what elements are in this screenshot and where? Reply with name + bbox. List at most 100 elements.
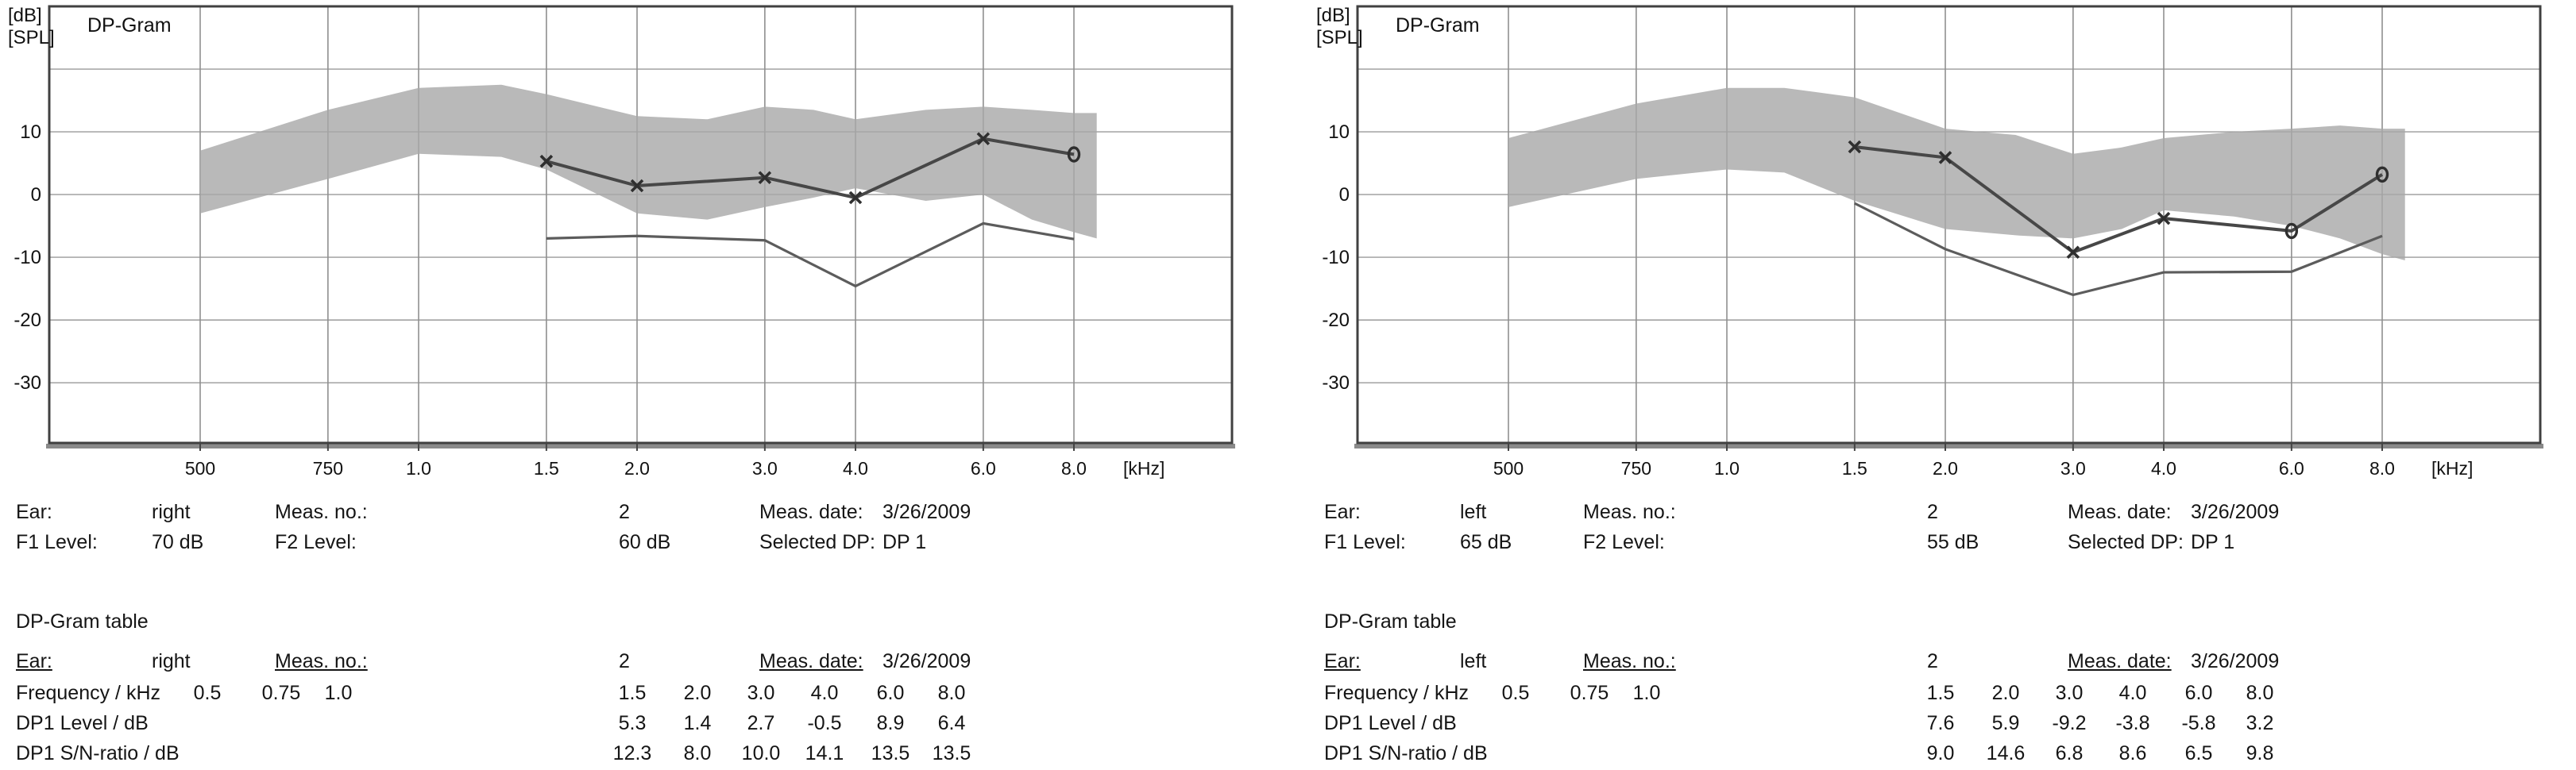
noise-floor-line — [1854, 202, 2383, 297]
dp1-level-cell: -3.8 — [2115, 712, 2150, 734]
frequency-cell: 6.0 — [2184, 682, 2213, 704]
table-ear-value: right — [152, 650, 191, 672]
frequency-cell: 0.75 — [261, 682, 301, 704]
info-meas-no-value: 2 — [1927, 501, 1938, 523]
dp1-level-cell: -5.8 — [2181, 712, 2216, 734]
info-meas-date-value: 3/26/2009 — [2191, 501, 2280, 523]
y-tick-label: -10 — [14, 247, 41, 268]
sn-ratio-cell: 13.5 — [871, 742, 910, 764]
x-tick-label: 6.0 — [2279, 458, 2304, 479]
khz-unit-label: [kHz] — [1123, 458, 1164, 479]
normative-band — [200, 84, 1097, 239]
table-ear-label: Ear: — [1324, 650, 1361, 672]
x-tick-label: 2.0 — [1933, 458, 1958, 479]
x-tick-label: 750 — [313, 458, 343, 479]
y-tick-label: -20 — [14, 310, 41, 331]
y-tick-label: -30 — [1322, 372, 1350, 394]
info-f2-value: 60 dB — [619, 531, 671, 553]
sn-ratio-cell: 8.6 — [2118, 742, 2147, 764]
axis-unit-label: [dB] — [1316, 5, 1350, 26]
dp1-level-cell: 5.9 — [1991, 712, 2020, 734]
info-f1-label: F1 Level: — [16, 531, 98, 553]
x-tick-label: 8.0 — [2369, 458, 2395, 479]
table-title: DP-Gram table — [16, 610, 149, 633]
dp-gram-chart-left-ear: 500 750 1.0 1.5 2.0 3.0 4.0 6.0 8.0 [kHz] 10 0 -10 -2… — [1316, 5, 2543, 479]
marker-x — [976, 132, 991, 146]
table-meas-no-value: 2 — [1927, 650, 1938, 672]
table-meas-date-value: 3/26/2009 — [2191, 650, 2280, 672]
frequency-cell: 4.0 — [2118, 682, 2147, 704]
info-selected-dp-value: DP 1 — [2191, 531, 2235, 553]
info-f1-label: F1 Level: — [1324, 531, 1406, 553]
dp1-level-cell: 8.9 — [876, 712, 905, 734]
frequency-cell: 4.0 — [810, 682, 839, 704]
x-tick-label: 1.5 — [1842, 458, 1867, 479]
info-f2-label: F2 Level: — [1583, 531, 1665, 553]
frequency-cell: 1.5 — [1926, 682, 1955, 704]
panel-left-ear: 500 750 1.0 1.5 2.0 3.0 4.0 6.0 8.0 [kHz] 10 0 -10 -2… — [1313, 0, 2576, 770]
x-tick-label: 750 — [1621, 458, 1651, 479]
frequency-cell: 8.0 — [2246, 682, 2274, 704]
marker-x — [539, 154, 554, 168]
table-meas-no-label: Meas. no.: — [275, 650, 368, 672]
dp1-level-cell: 6.4 — [937, 712, 966, 734]
sn-ratio-cell: 14.1 — [805, 742, 844, 764]
info-f1-value: 70 dB — [152, 531, 204, 553]
frequency-cell: 6.0 — [876, 682, 905, 704]
frequency-cell: 2.0 — [683, 682, 712, 704]
marker-circle — [2284, 222, 2299, 240]
frequency-cell: 1.0 — [324, 682, 353, 704]
chart-title: DP-Gram — [87, 14, 172, 37]
y-tick-label: 10 — [1328, 121, 1350, 143]
marker-circle — [1067, 146, 1081, 163]
plot-border — [48, 5, 1234, 445]
y-tick-label: -10 — [1322, 247, 1350, 268]
panel-right-ear: 500 750 1.0 1.5 2.0 3.0 4.0 6.0 8.0 [kHz] 10 0 -10 -2… — [5, 0, 1292, 770]
info-meas-date-value: 3/26/2009 — [882, 501, 971, 523]
sn-ratio-cell: 14.6 — [1986, 742, 2026, 764]
x-tick-label: 1.5 — [534, 458, 559, 479]
x-tick-label: 500 — [185, 458, 215, 479]
sn-ratio-cell: 8.0 — [683, 742, 712, 764]
table-ear-value: left — [1460, 650, 1487, 672]
frequency-cell: 2.0 — [1991, 682, 2020, 704]
info-selected-dp-label: Selected DP: — [2068, 531, 2184, 553]
marker-x — [1848, 140, 1862, 154]
info-f2-label: F2 Level: — [275, 531, 357, 553]
frequency-cell: 8.0 — [937, 682, 966, 704]
marker-x — [2066, 245, 2080, 260]
axis-unit-label: [SPL] — [1316, 27, 1363, 48]
frequency-cell: 1.5 — [618, 682, 647, 704]
sn-ratio-cell: 9.0 — [1926, 742, 1955, 764]
dp1-level-cell: -9.2 — [2052, 712, 2087, 734]
info-ear-value: right — [152, 501, 191, 523]
marker-x — [630, 179, 644, 193]
table-meas-date-label: Meas. date: — [2068, 650, 2172, 672]
x-tick-label: 1.0 — [1714, 458, 1740, 479]
marker-circle — [2375, 166, 2389, 183]
table-meas-no-value: 2 — [619, 650, 630, 672]
info-ear-label: Ear: — [16, 501, 52, 523]
dp1-level-cell: 3.2 — [2246, 712, 2274, 734]
frequency-values-row: 0.5 0.75 1.0 1.5 2.0 3.0 4.0 6.0 8.0 — [1313, 681, 2576, 706]
sn-ratio-cell: 12.3 — [612, 742, 652, 764]
axis-unit-label: [dB] — [8, 5, 42, 26]
table-row-label-frequency: Frequency / kHz — [1324, 682, 1470, 704]
dp1-level-cell: 7.6 — [1926, 712, 1955, 734]
info-meas-date-label: Meas. date: — [2068, 501, 2172, 523]
info-ear-value: left — [1460, 501, 1487, 523]
y-tick-label: 0 — [1339, 184, 1350, 206]
x-tick-label: 3.0 — [2060, 458, 2086, 479]
table-row-label-sn-ratio: DP1 S/N-ratio / dB — [1324, 742, 1488, 764]
sn-ratio-cell: 6.5 — [2184, 742, 2213, 764]
x-tick-label: 8.0 — [1061, 458, 1087, 479]
dp1-level-cell: 1.4 — [683, 712, 712, 734]
info-meas-no-label: Meas. no.: — [1583, 501, 1676, 523]
plot-background — [49, 6, 1232, 443]
marker-x — [848, 191, 863, 205]
dp1-level-cell: 5.3 — [618, 712, 647, 734]
khz-unit-label: [kHz] — [2431, 458, 2473, 479]
plot-border — [1356, 5, 2542, 445]
frequency-cell: 3.0 — [747, 682, 775, 704]
sn-ratio-cell: 13.5 — [932, 742, 971, 764]
